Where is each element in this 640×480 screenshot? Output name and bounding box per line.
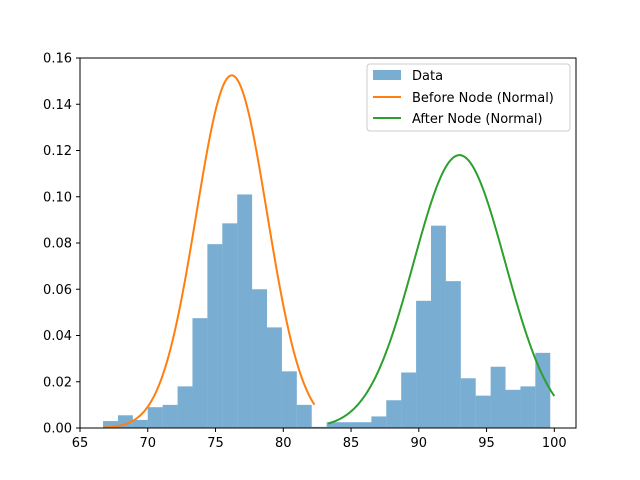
histogram-bar (505, 389, 521, 428)
histogram-bar (341, 422, 357, 428)
x-tick-label: 65 (72, 436, 89, 451)
normal-curve (102, 74, 316, 429)
histogram-bar (252, 289, 268, 428)
histogram-bar (147, 407, 163, 428)
legend-label-before: Before Node (Normal) (412, 91, 554, 106)
y-axis: 0.00 0.02 0.04 0.06 0.08 0.10 0.12 0.14 0.16 (43, 52, 80, 437)
x-tick-label: 90 (411, 436, 428, 451)
histogram-bar (460, 378, 476, 428)
legend-label-after: After Node (Normal) (412, 112, 543, 127)
histogram-bar (490, 366, 506, 428)
histogram-bar (222, 223, 238, 428)
y-tick-label: 0.10 (43, 190, 72, 205)
normal-curve (327, 154, 556, 425)
histogram-bar (356, 422, 372, 428)
histogram-bar (386, 400, 402, 428)
legend-swatch-data (373, 70, 401, 80)
histogram-bar (326, 422, 342, 428)
x-tick-label: 80 (275, 436, 292, 451)
legend: Data Before Node (Normal) After Node (No… (366, 63, 571, 132)
histogram-bar (207, 244, 223, 428)
x-tick-label: 70 (139, 436, 156, 451)
x-tick-label: 75 (207, 436, 224, 451)
legend-label-data: Data (412, 69, 443, 84)
histogram-bar (281, 371, 297, 428)
y-tick-label: 0.04 (43, 329, 72, 344)
histogram-bar (132, 419, 148, 428)
y-tick-label: 0.12 (43, 144, 72, 159)
histogram-bar (177, 386, 193, 428)
histogram-bar (371, 416, 387, 428)
histogram-bar (103, 421, 118, 428)
histogram-bar (520, 386, 536, 428)
histogram-bar (430, 225, 446, 428)
histogram-bar (535, 352, 551, 428)
normal-curves (102, 74, 556, 429)
histogram-bar (267, 327, 282, 428)
histogram-bar (296, 404, 312, 428)
histogram-bar (416, 300, 431, 428)
histogram-bar (445, 281, 461, 428)
x-tick-label: 100 (542, 436, 567, 451)
histogram-bar (162, 404, 178, 428)
x-axis: 65 70 75 80 85 90 95 100 (72, 428, 567, 451)
y-tick-label: 0.16 (43, 52, 72, 67)
histogram-bar (401, 372, 417, 428)
y-tick-label: 0.00 (43, 422, 72, 437)
y-tick-label: 0.02 (43, 375, 72, 390)
y-tick-label: 0.06 (43, 283, 72, 298)
histogram-bar (192, 318, 208, 428)
histogram-bar (237, 194, 253, 428)
y-tick-label: 0.08 (43, 237, 72, 252)
histogram-bar (311, 426, 327, 428)
histogram-bar (475, 395, 491, 428)
x-tick-label: 85 (343, 436, 360, 451)
legend-box (366, 63, 571, 132)
x-tick-label: 95 (478, 436, 495, 451)
y-tick-label: 0.14 (43, 98, 72, 113)
histogram-bars (103, 194, 551, 428)
